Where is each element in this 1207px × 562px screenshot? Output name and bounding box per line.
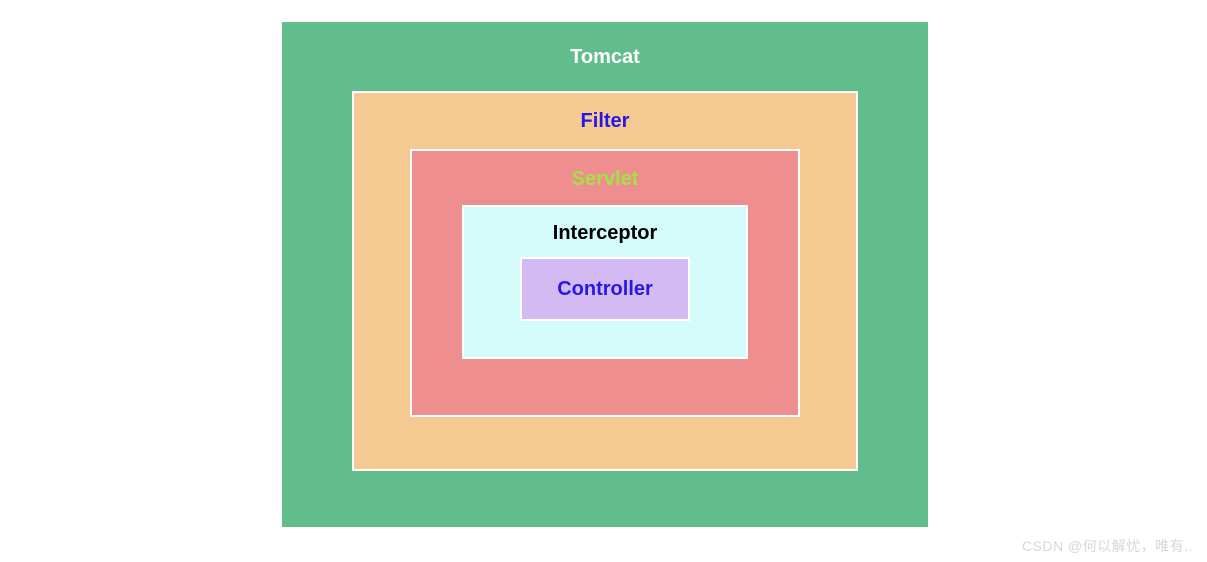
controller-label: Controller: [522, 279, 688, 299]
filter-label: Filter: [410, 111, 800, 131]
interceptor-label: Interceptor: [520, 223, 690, 243]
watermark: CSDN @何以解忧，唯有..: [1022, 536, 1193, 556]
servlet-layer: Servlet Interceptor Controller: [410, 149, 800, 417]
servlet-label: Servlet: [462, 169, 748, 189]
nested-layers-diagram: Tomcat Filter Servlet Interceptor Contro…: [280, 20, 930, 523]
tomcat-label: Tomcat: [352, 47, 858, 67]
tomcat-layer: Tomcat Filter Servlet Interceptor Contro…: [280, 20, 930, 529]
controller-layer: Controller: [520, 257, 690, 321]
filter-layer: Filter Servlet Interceptor Controller: [352, 91, 858, 471]
interceptor-layer: Interceptor Controller: [462, 205, 748, 359]
